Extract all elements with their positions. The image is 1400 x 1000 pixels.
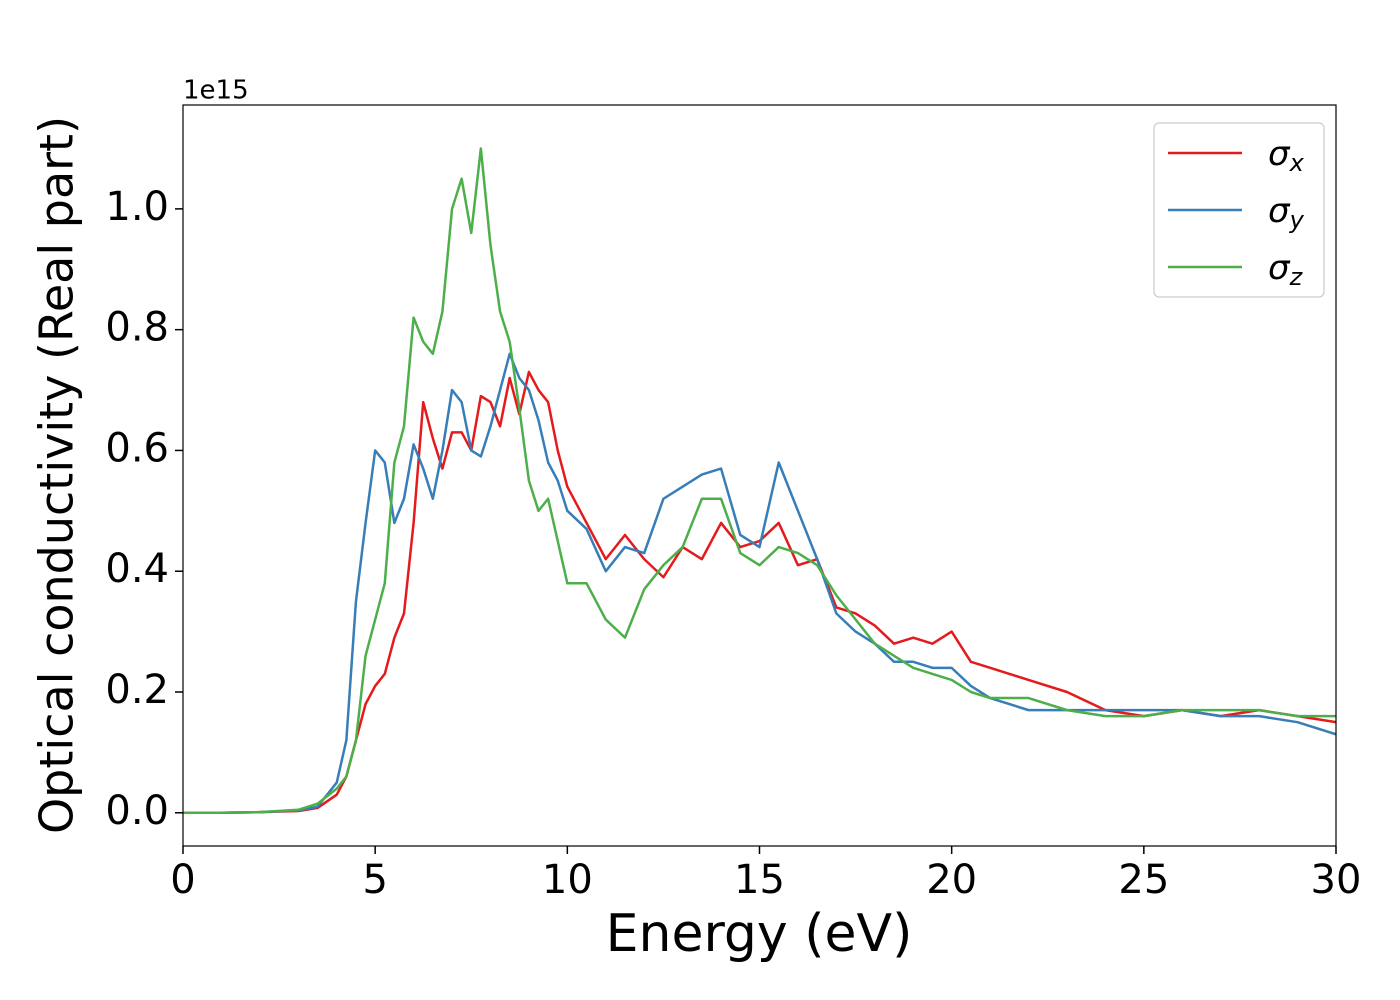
- x-tick-label: 25: [1118, 857, 1169, 903]
- x-tick-label: 10: [542, 857, 593, 903]
- y-tick-label: 0.0: [105, 788, 169, 834]
- legend-label: σz: [1268, 248, 1304, 292]
- series-line: [183, 147, 1336, 815]
- y-axis-label: Optical conductivity (Real part): [30, 116, 84, 834]
- y-tick-label: 0.8: [105, 305, 169, 351]
- series-line: [183, 352, 1336, 815]
- x-tick-label: 20: [926, 857, 977, 903]
- series-line: [183, 370, 1336, 815]
- x-tick-label: 15: [734, 857, 785, 903]
- x-tick-label: 30: [1311, 857, 1362, 903]
- y-tick-label: 0.6: [105, 425, 169, 471]
- x-tick-label: 0: [170, 857, 195, 903]
- plot-frame: [182, 104, 1337, 847]
- y-tick-label: 0.2: [105, 667, 169, 713]
- offset-text: 1e15: [183, 76, 249, 106]
- y-tick-label: 0.4: [105, 546, 169, 592]
- legend-label: σx: [1268, 134, 1305, 178]
- x-axis-label: Energy (eV): [606, 904, 913, 964]
- x-tick-label: 5: [362, 857, 387, 903]
- legend-label: σy: [1268, 191, 1305, 235]
- y-tick-label: 1.0: [105, 184, 169, 230]
